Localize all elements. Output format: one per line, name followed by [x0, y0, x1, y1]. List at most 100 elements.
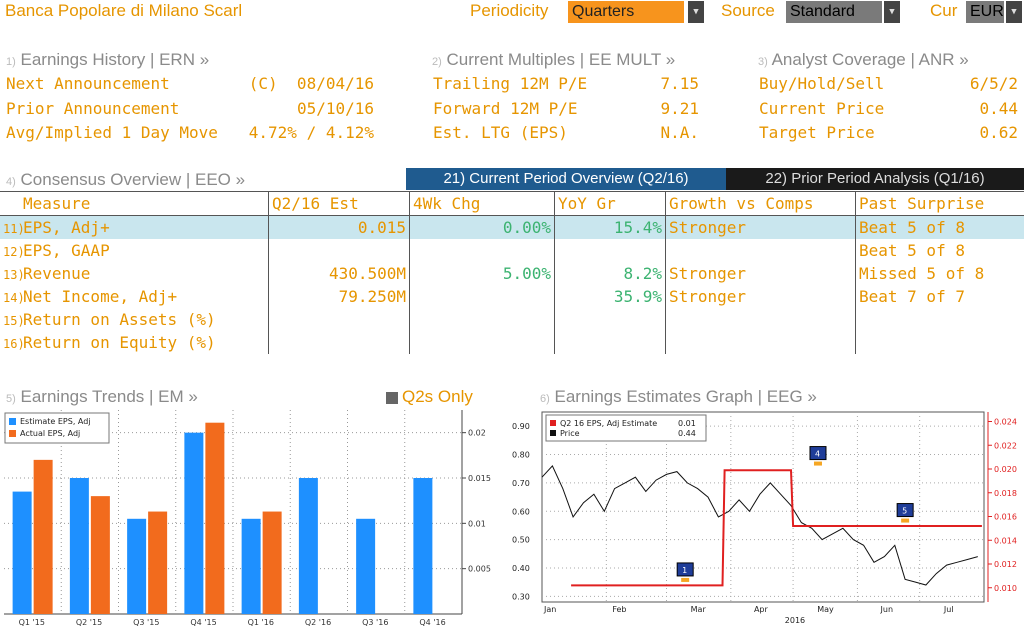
table-cell — [855, 308, 1024, 331]
table-cell: Beat 5 of 8 — [855, 239, 1024, 262]
row-index: 16) — [3, 337, 25, 351]
chart-legend: Q2 16 EPS, Adj Estimate 0.01 Price 0.44 — [545, 414, 707, 442]
summary-value: 0.44 — [979, 98, 1018, 118]
currency-dropdown[interactable]: EUR — [966, 1, 1004, 23]
x-tick-label: Q1 '15 — [19, 618, 45, 627]
table-row[interactable]: 14)Net Income, Adj+ 79.250M 35.9% Stronger B… — [0, 285, 1024, 308]
summary-label: Forward 12M P/E — [433, 98, 578, 118]
legend-value: 0.01 — [678, 419, 696, 428]
table-cell: 11)EPS, Adj+ — [0, 216, 269, 240]
summary-row: Avg/Implied 1 Day Move 4.72% / 4.12% — [6, 123, 374, 148]
section-number: 5) — [6, 393, 16, 405]
estimate-bar — [241, 518, 261, 614]
section-number: 1) — [6, 56, 16, 68]
x-tick-label: Q1 '16 — [248, 618, 274, 627]
legend-swatch — [9, 430, 16, 437]
earnings-history-heading[interactable]: 1) Earnings History | ERN » — [6, 50, 209, 70]
measure-label: Return on Assets (%) — [23, 310, 216, 329]
table-row[interactable]: 15)Return on Assets (%) — [0, 308, 1024, 331]
x-tick-label: Q2 '16 — [305, 618, 331, 627]
summary-value: 4.72% / 4.12% — [248, 123, 374, 142]
summary-row: Next Announcement (C) 08/04/16 — [6, 74, 374, 99]
column-header: Measure — [0, 192, 269, 216]
table-cell: Stronger — [665, 285, 856, 308]
table-row[interactable]: 13)Revenue 430.500M 5.00% 8.2% Stronger Misse… — [0, 262, 1024, 285]
event-marker-pin — [813, 461, 822, 466]
estimate-bar — [356, 518, 376, 614]
checkbox-icon — [386, 391, 398, 404]
legend-label: Price — [560, 429, 580, 438]
summary-row: Est. LTG (EPS) N.A. — [433, 123, 699, 148]
estimate-bar — [413, 478, 433, 614]
q2s-only-toggle[interactable]: Q2s Only — [386, 387, 473, 407]
summary-value: (C) 08/04/16 — [248, 74, 374, 93]
chevron-down-icon[interactable]: ▼ — [884, 1, 900, 23]
row-index: 12) — [3, 245, 25, 259]
summary-value: 05/10/16 — [296, 98, 374, 118]
summary-value: 9.21 — [660, 98, 699, 118]
measure-label: EPS, GAAP — [23, 241, 110, 260]
consensus-table: Measure Q2/16 Est 4Wk Chg YoY Gr Growth … — [0, 192, 1024, 354]
legend-value: 0.44 — [678, 429, 696, 438]
table-cell — [268, 308, 410, 331]
y-tick-label: 0.30 — [512, 592, 530, 601]
event-marker-box — [896, 503, 914, 518]
table-cell: 14)Net Income, Adj+ — [0, 285, 269, 308]
estimate-bar — [127, 518, 147, 614]
summary-row: Prior Announcement 05/10/16 — [6, 99, 374, 124]
currency-label: Cur — [930, 1, 958, 20]
periodicity-label: Periodicity — [470, 1, 549, 20]
summary-label: Trailing 12M P/E — [433, 74, 588, 93]
measure-label: Net Income, Adj+ — [23, 287, 178, 306]
section-number: 6) — [540, 393, 550, 405]
consensus-overview-heading[interactable]: 4) Consensus Overview | EEO » — [6, 170, 245, 190]
current-multiples-heading[interactable]: 2) Current Multiples | EE MULT » — [432, 50, 675, 70]
summary-label: Avg/Implied 1 Day Move — [6, 123, 218, 142]
chevron-down-icon[interactable]: ▼ — [688, 1, 704, 23]
source-dropdown[interactable]: Standard — [786, 1, 882, 23]
toggle-label: Q2s Only — [402, 387, 473, 406]
table-header-row: Measure Q2/16 Est 4Wk Chg YoY Gr Growth … — [0, 192, 1024, 216]
x-tick-label: Jun — [880, 605, 894, 614]
earnings-estimates-heading[interactable]: 6) Earnings Estimates Graph | EEG » — [540, 387, 817, 407]
table-cell: 0.015 — [268, 215, 410, 239]
summary-label: Target Price — [759, 123, 875, 142]
legend-swatch — [550, 430, 556, 436]
summary-value: N.A. — [660, 123, 699, 142]
table-row[interactable]: 12)EPS, GAAP Beat 5 of 8 — [0, 239, 1024, 262]
tab-current-period[interactable]: 21) Current Period Overview (Q2/16) — [406, 168, 726, 190]
table-cell — [409, 331, 555, 354]
analyst-coverage-heading[interactable]: 3) Analyst Coverage | ANR » — [758, 50, 969, 70]
security-title: Banca Popolare di Milano Scarl — [5, 1, 243, 20]
row-index: 15) — [3, 314, 25, 328]
table-cell: Stronger — [665, 262, 856, 285]
event-marker-box — [676, 562, 694, 577]
legend-box — [545, 414, 707, 442]
table-cell: 0.00% — [409, 215, 555, 239]
actual-bar — [205, 422, 225, 614]
summary-row: Trailing 12M P/E 7.15 — [433, 74, 699, 99]
summary-label: Current Price — [759, 98, 885, 118]
summary-label: Buy/Hold/Sell — [759, 74, 885, 93]
event-marker: 4 — [809, 446, 827, 466]
table-cell — [409, 308, 555, 331]
right-tick-label: 0.014 — [994, 536, 1017, 545]
table-cell: 15.4% — [554, 215, 666, 239]
event-marker: 5 — [896, 503, 914, 523]
column-header: YoY Gr — [554, 192, 666, 216]
periodicity-dropdown[interactable]: Quarters — [568, 1, 684, 23]
y-tick-label: 0.50 — [512, 536, 530, 545]
chevron-down-icon[interactable]: ▼ — [1006, 1, 1022, 23]
table-row[interactable]: 16)Return on Equity (%) — [0, 331, 1024, 354]
section-heading-text: Earnings Trends | EM » — [20, 387, 198, 406]
table-row[interactable]: 11)EPS, Adj+ 0.015 0.00% 15.4% Stronger Beat … — [0, 215, 1024, 240]
right-tick-label: 0.010 — [994, 584, 1017, 593]
x-tick-label: Q3 '15 — [133, 618, 159, 627]
measure-label: Return on Equity (%) — [23, 333, 216, 352]
earnings-trends-heading[interactable]: 5) Earnings Trends | EM » — [6, 387, 198, 407]
table-cell: 5.00% — [409, 262, 555, 285]
table-cell — [665, 239, 856, 262]
right-tick-label: 0.020 — [994, 465, 1017, 474]
tab-prior-period[interactable]: 22) Prior Period Analysis (Q1/16) — [726, 168, 1024, 190]
column-header: Growth vs Comps — [665, 192, 856, 216]
